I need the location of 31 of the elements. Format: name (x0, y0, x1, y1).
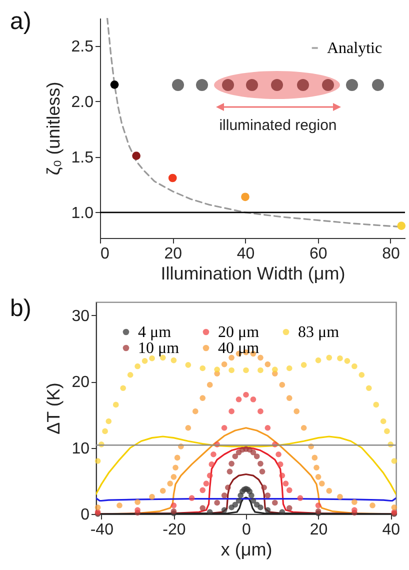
x-tick-label: 60 (309, 246, 328, 262)
x-axis-title: Illumination Width (μm) (160, 264, 346, 284)
legend-label: 40 μm (218, 340, 260, 357)
legend-label: 4 μm (138, 324, 172, 341)
x-tick-label: 80 (382, 246, 400, 262)
x-tick-label: 20 (310, 522, 328, 538)
x-tick-label: 0 (100, 246, 110, 262)
y-tick-label: 0 (80, 506, 90, 524)
chart-title: a) (10, 8, 32, 35)
y-axis-title: ΔT (K) (44, 382, 64, 434)
x-axis-title: x (μm) (220, 540, 272, 560)
x-tick-label: 0 (242, 522, 252, 538)
chart-title: b) (10, 295, 32, 322)
x-tick-label: 40 (382, 522, 400, 538)
legend-label: 10 μm (138, 340, 180, 357)
y-tick-label: 2.5 (71, 38, 94, 56)
y-axis-title: ζ₀ (unitless) (43, 82, 64, 176)
annotation: illuminated region (219, 117, 337, 134)
x-tick-label: -40 (90, 522, 114, 538)
y-tick-label: 1.0 (71, 204, 94, 222)
x-tick-label: 20 (164, 246, 182, 262)
x-tick-label: 40 (236, 246, 255, 262)
legend-label: 83 μm (298, 324, 340, 341)
y-tick-label: 2.0 (71, 94, 94, 111)
y-tick-label: 20 (72, 374, 90, 391)
x-tick-label: -20 (162, 522, 186, 538)
legend-label: 20 μm (218, 324, 260, 341)
y-tick-label: 10 (72, 440, 90, 458)
legend-label: Analytic (327, 40, 382, 57)
y-tick-label: 1.5 (71, 149, 94, 166)
y-tick-label: 30 (72, 308, 90, 325)
